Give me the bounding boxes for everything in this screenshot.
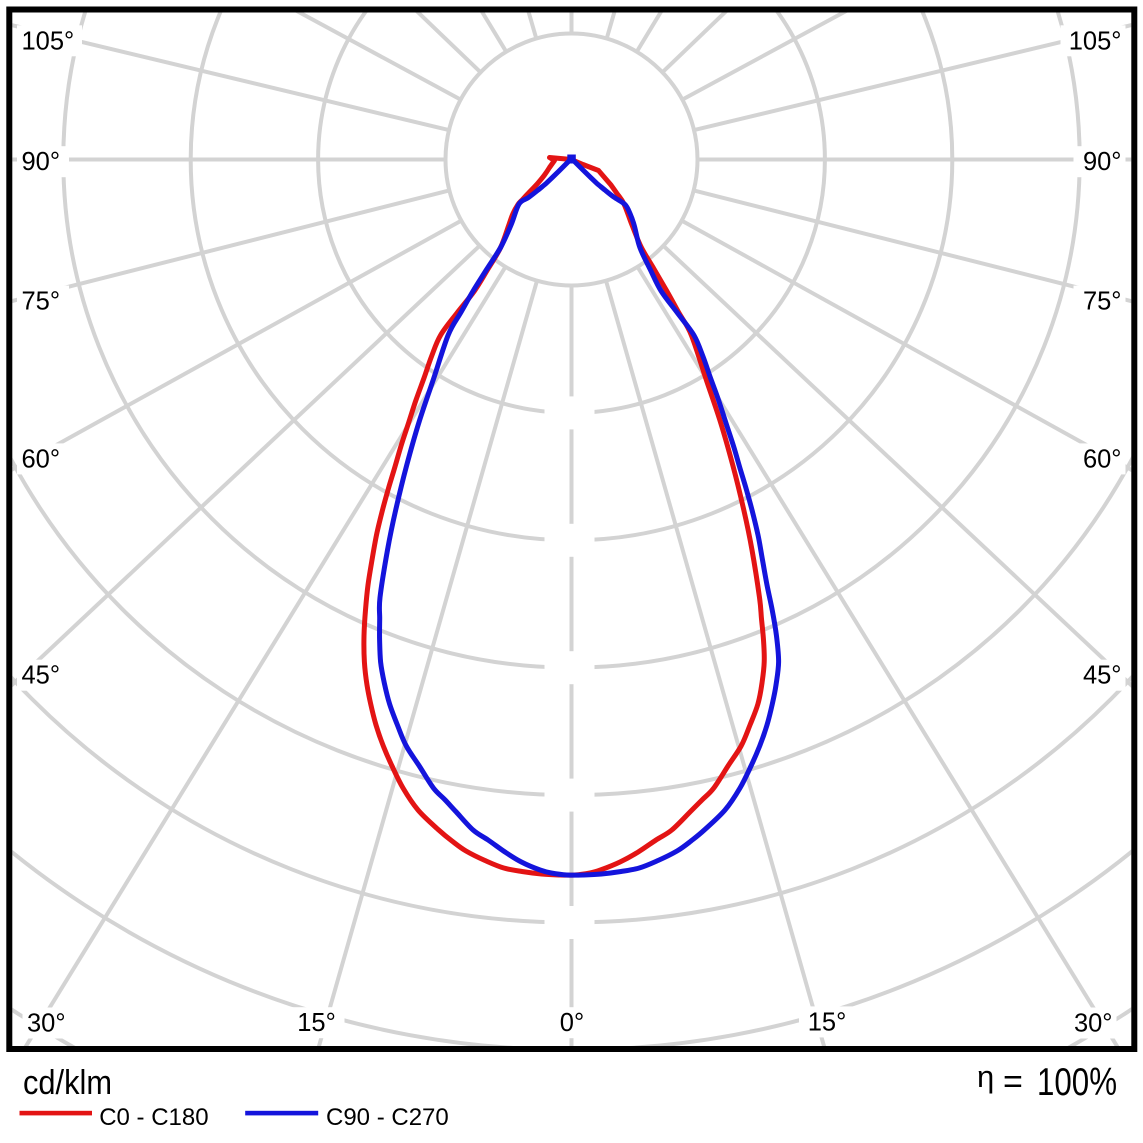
- svg-text:75°: 75°: [1083, 288, 1122, 316]
- svg-text:C0 - C180: C0 - C180: [99, 1104, 208, 1131]
- svg-text:30°: 30°: [1074, 1010, 1113, 1038]
- svg-text:60°: 60°: [1083, 445, 1122, 473]
- svg-text:=: =: [1003, 1063, 1023, 1101]
- svg-text:η: η: [977, 1059, 994, 1094]
- svg-text:45°: 45°: [1083, 662, 1122, 690]
- svg-text:45°: 45°: [22, 662, 61, 690]
- svg-text:90°: 90°: [1083, 148, 1122, 176]
- svg-text:60°: 60°: [22, 445, 61, 473]
- svg-text:30°: 30°: [27, 1010, 66, 1038]
- svg-text:90°: 90°: [22, 148, 61, 176]
- svg-text:cd/klm: cd/klm: [23, 1064, 112, 1102]
- svg-text:C90 - C270: C90 - C270: [326, 1104, 449, 1131]
- svg-text:100%: 100%: [1037, 1061, 1117, 1104]
- svg-text:15°: 15°: [297, 1009, 336, 1037]
- svg-text:75°: 75°: [22, 288, 61, 316]
- svg-text:105°: 105°: [22, 27, 75, 55]
- svg-text:0°: 0°: [560, 1009, 584, 1037]
- svg-text:105°: 105°: [1069, 27, 1122, 55]
- svg-text:15°: 15°: [808, 1008, 847, 1036]
